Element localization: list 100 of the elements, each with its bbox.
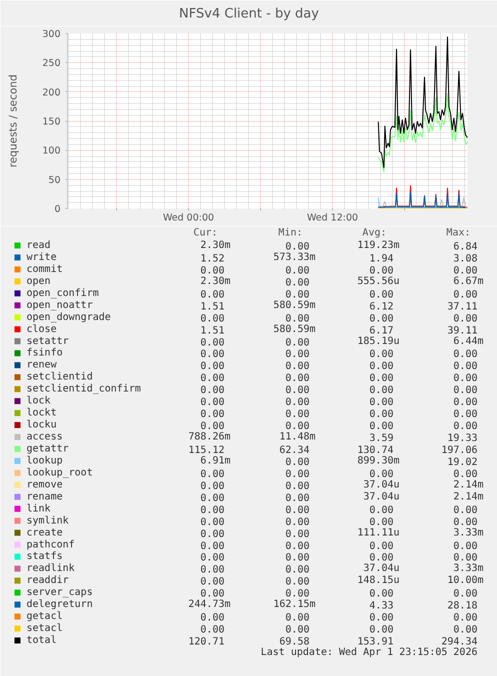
text: 294.34 — [441, 636, 478, 648]
text: Max: — [446, 228, 471, 238]
text: 0.00 — [285, 349, 310, 360]
text: 0.00 — [285, 540, 310, 552]
text: 580.59m — [273, 324, 316, 335]
text: 0.00 — [285, 480, 310, 492]
text: 0.00 — [369, 468, 394, 480]
text: 0.00 — [453, 397, 478, 408]
text: 0.00 — [200, 468, 224, 480]
legend-label: close — [26, 324, 57, 335]
text: 0.00 — [200, 624, 224, 636]
text: 580.59m — [273, 300, 316, 311]
text: 0.00 — [200, 349, 224, 360]
text: 2.30m — [200, 276, 231, 287]
text: 0.00 — [453, 361, 478, 372]
text: 19.33 — [447, 433, 478, 444]
text: 244.73m — [188, 599, 231, 610]
text: 37.04u — [363, 479, 400, 490]
legend-label: readlink — [26, 563, 75, 574]
text: 0.00 — [200, 612, 224, 624]
text: 0.00 — [369, 361, 394, 372]
text: 0.00 — [200, 528, 224, 540]
text: 0.00 — [285, 468, 310, 480]
text: 0.00 — [285, 576, 310, 588]
text: 0.00 — [453, 624, 478, 636]
text: 0.00 — [200, 552, 224, 564]
text: 0.00 — [285, 456, 310, 468]
text: 0.00 — [453, 588, 478, 600]
text: 0.00 — [369, 612, 394, 624]
text: 0.00 — [285, 504, 310, 516]
text: 130.74 — [357, 444, 394, 456]
text: 0.00 — [200, 313, 224, 324]
text: 0.00 — [453, 349, 478, 360]
legend-label: create — [26, 527, 63, 538]
text: 28.18 — [447, 600, 478, 612]
legend-label: remove — [26, 479, 63, 490]
text: 0.00 — [200, 576, 224, 588]
x-tick-label: Wed 12:00 — [306, 212, 358, 224]
legend-label: lookup — [26, 455, 63, 466]
text: 899.30m — [357, 455, 400, 466]
text: 0.00 — [285, 242, 310, 252]
text: 2.14m — [453, 491, 484, 502]
text: 1.51 — [200, 325, 224, 336]
text: 1.52 — [200, 253, 224, 264]
text: 0.00 — [285, 361, 310, 372]
legend-label: readdir — [26, 575, 69, 586]
text: 0.00 — [200, 337, 224, 348]
y-tick-label: 250 — [42, 58, 61, 70]
text: 0.00 — [369, 421, 394, 432]
text: 0.00 — [453, 265, 478, 276]
text: 10.00m — [447, 575, 484, 586]
text: 3.08 — [453, 253, 478, 264]
text: 0.00 — [200, 385, 224, 396]
text: 6.12 — [369, 301, 394, 312]
text: 0.00 — [453, 612, 478, 624]
text: 0.00 — [200, 361, 224, 372]
text: 6.84 — [453, 242, 478, 252]
chart-title: NFSv4 Client - by day — [179, 6, 320, 22]
text: Cur: — [193, 228, 218, 238]
legend-label: getattr — [26, 443, 69, 454]
text: 0.00 — [285, 421, 310, 432]
text: 0.00 — [200, 564, 224, 576]
text: 69.58 — [279, 636, 310, 648]
legend-label: open_noattr — [26, 300, 93, 311]
text: 0.00 — [369, 540, 394, 552]
text: 0.00 — [200, 540, 224, 552]
text: 0.00 — [453, 516, 478, 528]
legend-label: fsinfo — [26, 348, 63, 359]
text: 0.00 — [285, 277, 310, 288]
legend-label: read — [26, 240, 51, 251]
legend-label: symlink — [26, 515, 69, 526]
text: 0.00 — [200, 492, 224, 504]
text: 0.00 — [453, 409, 478, 420]
legend-label: open_downgrade — [26, 312, 111, 323]
text: 0.00 — [285, 528, 310, 540]
text: 0.00 — [285, 552, 310, 564]
text: 3.33m — [453, 563, 484, 574]
text: 115.12 — [188, 444, 224, 456]
legend-label: total — [26, 635, 57, 646]
text: 0.00 — [369, 504, 394, 516]
text: 0.00 — [369, 349, 394, 360]
text: 0.00 — [200, 265, 224, 276]
text: 1.94 — [369, 253, 394, 264]
text: 0.00 — [453, 468, 478, 480]
text: 0.00 — [200, 504, 224, 516]
legend-label: open_confirm — [26, 288, 99, 299]
text: 120.71 — [188, 636, 224, 648]
legend-label: statfs — [26, 551, 63, 562]
text: 0.00 — [285, 588, 310, 600]
text: 39.11 — [447, 325, 478, 336]
legend-label: getacl — [26, 611, 63, 622]
text: 37.04u — [363, 563, 400, 574]
text: 3.59 — [369, 433, 394, 444]
text: 185.19u — [357, 336, 400, 347]
y-tick-label: 0 — [54, 204, 61, 215]
text: 0.00 — [453, 552, 478, 564]
text: 0.00 — [200, 373, 224, 384]
text: 0.00 — [453, 373, 478, 384]
text: 4.33 — [369, 600, 394, 612]
legend-label: pathconf — [26, 539, 75, 550]
